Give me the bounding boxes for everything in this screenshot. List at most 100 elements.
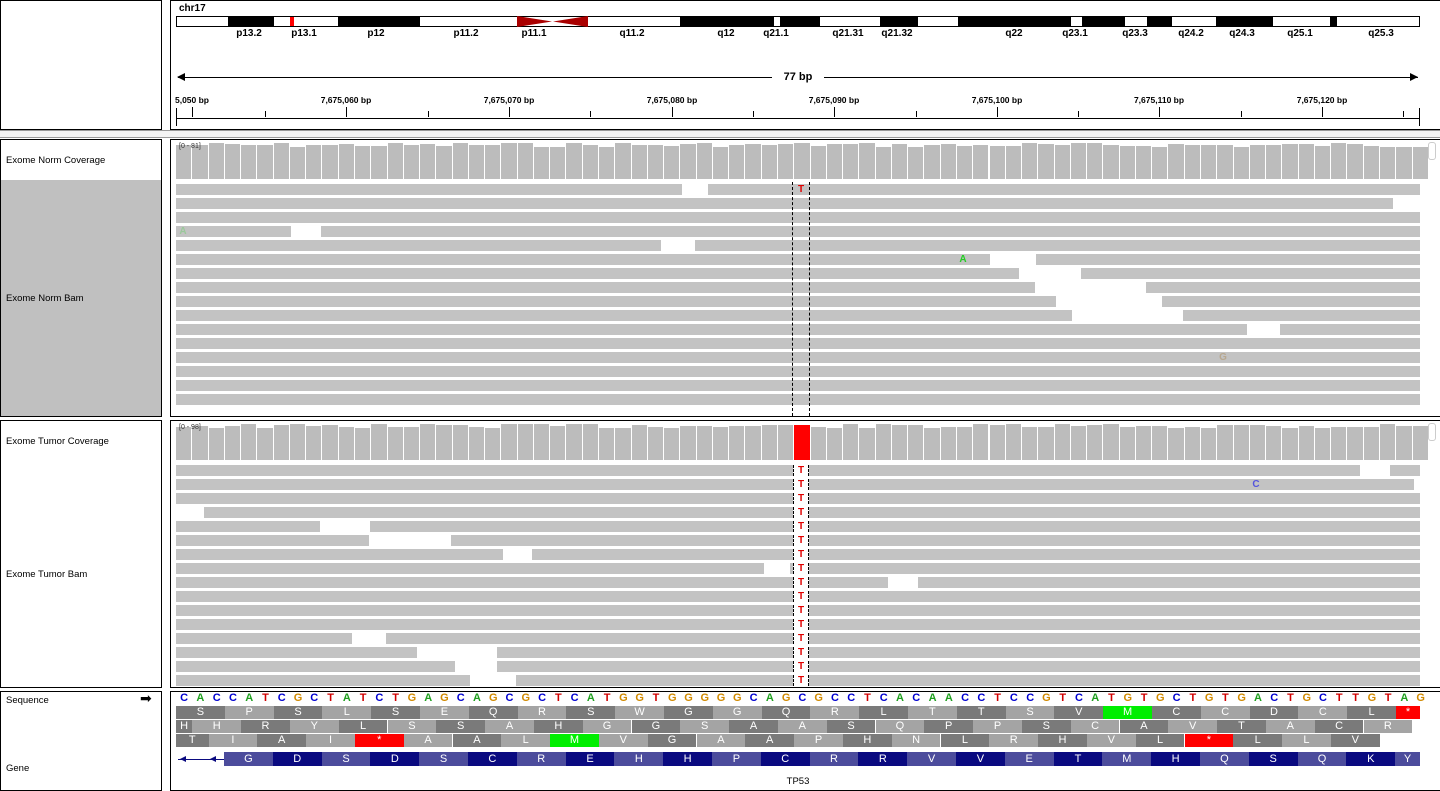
reference-base[interactable]: C	[212, 692, 221, 704]
coverage-bar[interactable]	[777, 144, 795, 179]
gene-codon[interactable]: K	[1346, 752, 1396, 766]
amino-acid[interactable]: A	[1265, 720, 1315, 733]
cytoband-segment[interactable]	[294, 16, 338, 27]
aligned-read[interactable]	[176, 296, 1056, 307]
cytoband-segment[interactable]	[1216, 16, 1273, 27]
reference-base[interactable]: C	[1172, 692, 1181, 704]
coverage-bar[interactable]	[1184, 145, 1201, 179]
amino-acid[interactable]: P	[224, 706, 274, 719]
amino-acid[interactable]: C	[1314, 720, 1364, 733]
coverage-bar[interactable]	[371, 146, 388, 179]
coverage-bar[interactable]	[777, 425, 795, 460]
coverage-bar[interactable]	[517, 424, 534, 460]
reference-base[interactable]: G	[521, 692, 531, 704]
coverage-bar[interactable]	[1038, 144, 1055, 179]
coverage-bar[interactable]	[1168, 428, 1185, 460]
coverage-bar[interactable]	[403, 145, 421, 179]
tumor-variant-base[interactable]: T	[797, 661, 805, 672]
cytoband-segment[interactable]	[338, 16, 420, 27]
coverage-bar[interactable]	[403, 427, 421, 460]
coverage-bar[interactable]	[1135, 146, 1153, 179]
amino-acid[interactable]: Q	[468, 706, 518, 719]
reference-base[interactable]: C	[1009, 692, 1018, 704]
reference-base[interactable]: C	[961, 692, 970, 704]
amino-acid[interactable]: I	[208, 734, 258, 747]
coverage-bar[interactable]	[289, 147, 307, 179]
coverage-bar[interactable]	[859, 428, 876, 460]
coverage-bar[interactable]	[761, 145, 778, 179]
coverage-bar[interactable]	[1412, 426, 1429, 460]
coverage-bar[interactable]	[1005, 424, 1023, 460]
tumor-variant-base[interactable]: T	[797, 563, 805, 574]
reference-base[interactable]: C	[1270, 692, 1279, 704]
reference-base[interactable]: A	[342, 692, 351, 704]
aligned-read[interactable]	[176, 661, 455, 672]
reference-base[interactable]: G	[814, 692, 823, 704]
amino-acid[interactable]: S	[371, 706, 420, 719]
stop-codon[interactable]: *	[354, 734, 404, 747]
aligned-read[interactable]	[176, 268, 1019, 279]
coverage-bar[interactable]	[273, 143, 290, 179]
reference-base[interactable]: G	[667, 692, 677, 704]
aligned-read[interactable]	[176, 549, 503, 560]
reference-base[interactable]: G	[293, 692, 303, 704]
aligned-read[interactable]	[532, 549, 1420, 560]
tumor-variant-base[interactable]: T	[797, 577, 805, 588]
reference-base[interactable]: T	[262, 692, 269, 704]
aligned-read[interactable]	[1036, 254, 1420, 265]
coverage-bar[interactable]	[550, 426, 567, 460]
gene-codon[interactable]: Q	[1200, 752, 1249, 766]
coverage-bar[interactable]	[599, 147, 616, 179]
gene-codon[interactable]: T	[1053, 752, 1103, 766]
coverage-bar[interactable]	[843, 424, 860, 460]
reference-base[interactable]: T	[1335, 692, 1343, 704]
amino-acid[interactable]: L	[1347, 706, 1396, 719]
reference-base[interactable]: T	[1108, 692, 1115, 704]
gene-codon[interactable]: H	[663, 752, 712, 766]
coverage-bar[interactable]	[1135, 426, 1153, 460]
coverage-bar[interactable]	[387, 427, 404, 460]
reference-base[interactable]: G	[733, 692, 742, 704]
coverage-bar[interactable]	[436, 425, 453, 460]
reference-base[interactable]: G	[488, 692, 498, 704]
cytoband-segment[interactable]	[1273, 16, 1330, 27]
coverage-bar[interactable]	[322, 145, 339, 179]
amino-acid[interactable]: S	[176, 706, 225, 719]
reference-base[interactable]: A	[896, 692, 904, 704]
amino-acid[interactable]: H	[533, 720, 583, 733]
cytoband-segment[interactable]	[228, 16, 274, 27]
gene-codon[interactable]: Q	[1297, 752, 1347, 766]
reference-base[interactable]: T	[652, 692, 660, 704]
coverage-bar[interactable]	[1119, 146, 1136, 179]
cytoband-segment[interactable]	[780, 16, 820, 27]
coverage-bar[interactable]	[826, 428, 844, 460]
tumor-variant-base[interactable]: T	[797, 633, 805, 644]
amino-acid[interactable]: L	[322, 706, 372, 719]
reference-base[interactable]: C	[879, 692, 888, 704]
aligned-read[interactable]	[176, 535, 369, 546]
coverage-bar[interactable]	[1347, 144, 1364, 179]
coverage-bar[interactable]	[1282, 144, 1299, 179]
amino-acid[interactable]: A	[485, 720, 534, 733]
amino-acid[interactable]: Y	[289, 720, 339, 733]
aligned-read[interactable]	[176, 465, 1360, 476]
coverage-bar[interactable]	[1168, 144, 1185, 179]
cytoband-segment[interactable]	[176, 16, 228, 27]
reference-base[interactable]: A	[944, 692, 953, 704]
aligned-read[interactable]	[918, 577, 1420, 588]
coverage-bar[interactable]	[810, 427, 827, 460]
aligned-read[interactable]	[321, 226, 1420, 237]
gene-codon[interactable]: D	[272, 752, 322, 766]
norm-bam-label-bg[interactable]	[1, 180, 161, 416]
amino-acid[interactable]: S	[566, 706, 616, 719]
coverage-bar[interactable]	[631, 425, 648, 460]
aligned-read[interactable]	[695, 240, 1420, 251]
reference-base[interactable]: C	[749, 692, 758, 704]
aligned-read[interactable]	[1146, 282, 1420, 293]
tumor-mismatch-base[interactable]: C	[1252, 479, 1260, 490]
reference-base[interactable]: T	[1222, 692, 1229, 704]
amino-acid[interactable]: R	[1363, 720, 1413, 733]
gene-codon[interactable]: S	[419, 752, 468, 766]
reference-base[interactable]: T	[1287, 692, 1294, 704]
aligned-read[interactable]	[176, 324, 1247, 335]
